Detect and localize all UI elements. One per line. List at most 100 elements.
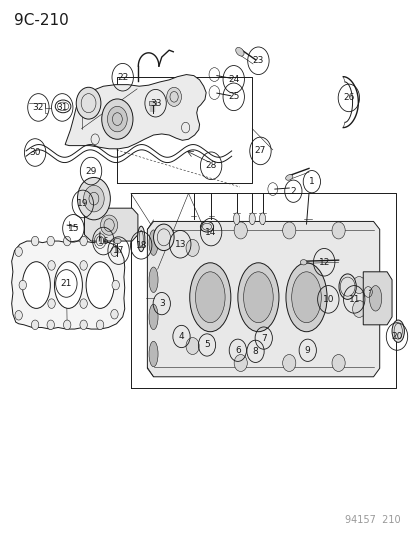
Text: 29: 29 — [85, 166, 97, 175]
Text: 9C-210: 9C-210 — [14, 13, 68, 28]
Text: 5: 5 — [204, 341, 209, 350]
Circle shape — [185, 337, 199, 354]
Text: 9: 9 — [304, 346, 310, 355]
Text: 20: 20 — [390, 332, 402, 341]
Circle shape — [282, 222, 295, 239]
Text: 4: 4 — [178, 332, 184, 341]
Ellipse shape — [233, 213, 239, 224]
Circle shape — [48, 299, 55, 309]
Text: 22: 22 — [117, 72, 128, 82]
Ellipse shape — [149, 341, 158, 367]
Circle shape — [15, 247, 22, 256]
Text: 7: 7 — [260, 334, 266, 343]
Circle shape — [63, 236, 71, 246]
Ellipse shape — [22, 262, 50, 309]
Text: 33: 33 — [150, 99, 161, 108]
Text: 14: 14 — [205, 228, 216, 237]
Circle shape — [166, 87, 181, 107]
Circle shape — [111, 310, 118, 319]
Ellipse shape — [86, 262, 114, 309]
Circle shape — [111, 247, 118, 256]
Ellipse shape — [285, 175, 292, 180]
Ellipse shape — [100, 215, 117, 235]
Ellipse shape — [137, 226, 145, 252]
Text: 24: 24 — [228, 75, 239, 84]
Circle shape — [96, 320, 104, 329]
Ellipse shape — [200, 221, 213, 232]
Text: 19: 19 — [77, 199, 88, 208]
Circle shape — [83, 185, 104, 212]
Circle shape — [48, 261, 55, 270]
Polygon shape — [12, 241, 124, 329]
Text: 1: 1 — [308, 177, 314, 186]
Text: 15: 15 — [67, 224, 79, 233]
Ellipse shape — [243, 272, 273, 322]
Circle shape — [96, 236, 104, 246]
Circle shape — [234, 354, 247, 372]
Circle shape — [47, 320, 54, 329]
Circle shape — [234, 222, 247, 239]
Circle shape — [352, 277, 365, 294]
Ellipse shape — [391, 320, 404, 342]
Text: 13: 13 — [174, 240, 185, 249]
Text: 3: 3 — [159, 299, 164, 308]
Text: 6: 6 — [235, 346, 240, 355]
Ellipse shape — [249, 213, 255, 224]
Circle shape — [185, 239, 199, 256]
Text: 26: 26 — [342, 93, 354, 102]
Text: 2: 2 — [290, 187, 295, 196]
Circle shape — [153, 224, 174, 251]
Text: 18: 18 — [135, 241, 147, 250]
Text: 31: 31 — [56, 103, 68, 112]
Circle shape — [352, 301, 365, 317]
Ellipse shape — [235, 47, 244, 56]
Circle shape — [76, 87, 101, 119]
Polygon shape — [149, 101, 156, 105]
Text: 94157  210: 94157 210 — [344, 515, 399, 525]
Ellipse shape — [149, 304, 158, 329]
Text: 12: 12 — [318, 258, 329, 266]
Text: 30: 30 — [29, 148, 41, 157]
Ellipse shape — [291, 272, 320, 322]
Circle shape — [47, 236, 54, 246]
Circle shape — [102, 99, 133, 139]
Text: 11: 11 — [348, 295, 359, 304]
Ellipse shape — [259, 213, 265, 224]
Polygon shape — [147, 221, 379, 377]
Ellipse shape — [368, 286, 381, 311]
Circle shape — [331, 222, 344, 239]
Polygon shape — [84, 208, 138, 241]
Circle shape — [63, 320, 71, 329]
Circle shape — [80, 320, 87, 329]
Circle shape — [80, 261, 87, 270]
Text: 23: 23 — [252, 56, 263, 65]
Circle shape — [31, 320, 39, 329]
Text: 17: 17 — [113, 246, 124, 255]
Circle shape — [19, 280, 26, 290]
Ellipse shape — [114, 238, 121, 244]
Ellipse shape — [237, 263, 278, 332]
Text: 10: 10 — [322, 295, 333, 304]
Ellipse shape — [195, 272, 225, 322]
Circle shape — [80, 299, 87, 309]
Ellipse shape — [149, 230, 158, 255]
Text: 25: 25 — [228, 92, 239, 101]
Ellipse shape — [149, 267, 158, 293]
Ellipse shape — [285, 263, 326, 332]
Circle shape — [331, 354, 344, 372]
Polygon shape — [65, 75, 206, 149]
Circle shape — [15, 311, 22, 320]
Ellipse shape — [338, 274, 356, 300]
Text: 28: 28 — [205, 161, 216, 170]
Circle shape — [77, 177, 110, 220]
Circle shape — [80, 236, 87, 246]
Ellipse shape — [54, 262, 82, 309]
Text: 27: 27 — [254, 147, 266, 156]
Circle shape — [282, 354, 295, 372]
Ellipse shape — [299, 260, 306, 265]
Text: 8: 8 — [252, 347, 258, 356]
Polygon shape — [362, 272, 391, 325]
Text: 32: 32 — [33, 103, 44, 112]
Text: 21: 21 — [61, 279, 72, 288]
Circle shape — [112, 280, 119, 290]
